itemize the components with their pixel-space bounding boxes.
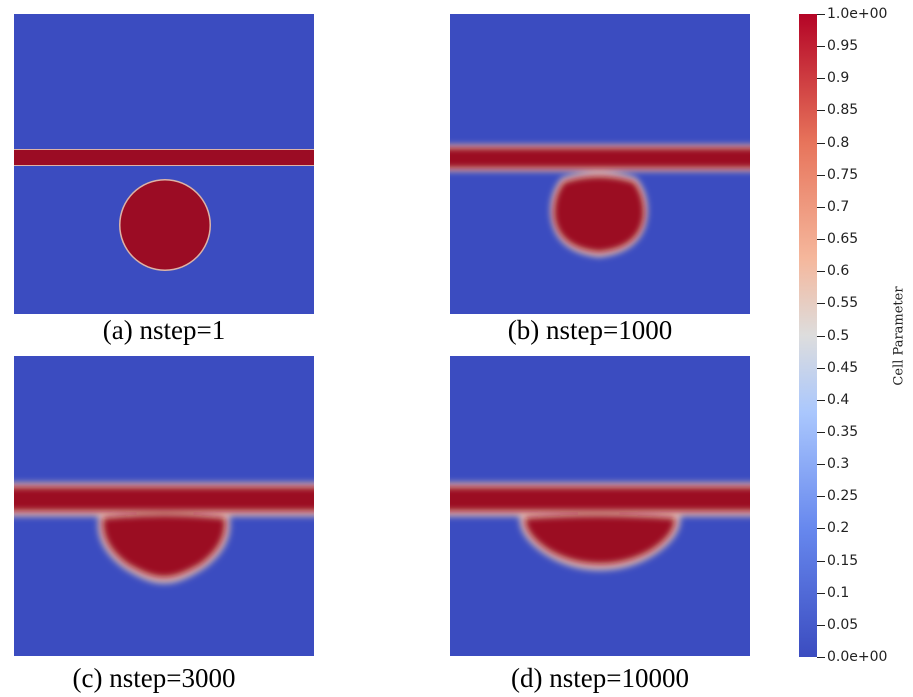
colorbar-tick [817, 528, 825, 529]
colorbar-tick-label: 0.6 [827, 263, 850, 279]
colorbar-tick-label: 0.5 [827, 328, 850, 344]
colorbar-tick-label: 0.45 [827, 360, 859, 376]
colorbar-tick-label: 0.15 [827, 553, 859, 569]
panel-d-field [450, 356, 750, 656]
panel-c [14, 356, 314, 656]
colorbar-tick-label: 0.35 [827, 424, 859, 440]
colorbar-tick [817, 271, 825, 272]
panel-b-field [450, 14, 750, 314]
colorbar-tick [817, 464, 825, 465]
panel-c-field [14, 356, 314, 656]
panel-a [14, 14, 314, 314]
colorbar-tick-label: 0.05 [827, 617, 859, 633]
colorbar-tick-label: 1.0e+00 [827, 6, 888, 22]
colorbar-tick-label: 0.4 [827, 392, 850, 408]
colorbar-tick [817, 336, 825, 337]
panel-a-field [14, 14, 314, 314]
colorbar-tick-label: 0.2 [827, 520, 850, 536]
colorbar-tick-label: 0.85 [827, 102, 859, 118]
caption-b: (b) nstep=1000 [507, 315, 673, 345]
caption-c: (c) nstep=3000 [72, 663, 236, 693]
colorbar-tick-label: 0.8 [827, 135, 850, 151]
colorbar-gradient [799, 14, 817, 657]
colorbar-tick-label: 0.1 [827, 585, 850, 601]
colorbar-tick [817, 239, 825, 240]
panel-b [450, 14, 750, 314]
colorbar-tick [817, 175, 825, 176]
colorbar-tick [817, 143, 825, 144]
colorbar-tick [817, 561, 825, 562]
colorbar-tick-label: 0.55 [827, 295, 859, 311]
colorbar-tick [817, 625, 825, 626]
colorbar-tick-label: 0.75 [827, 167, 859, 183]
colorbar-tick [817, 368, 825, 369]
colorbar-tick-label: 0.65 [827, 231, 859, 247]
colorbar-tick [817, 78, 825, 79]
colorbar-tick [817, 14, 825, 15]
colorbar-tick-label: 0.0e+00 [827, 649, 888, 665]
colorbar-tick-label: 0.7 [827, 199, 850, 215]
colorbar-tick-label: 0.25 [827, 488, 859, 504]
caption-d: (d) nstep=10000 [511, 663, 689, 693]
colorbar-tick [817, 432, 825, 433]
colorbar-title: Cell Parameter [891, 286, 907, 386]
colorbar-tick [817, 46, 825, 47]
colorbar-tick [817, 207, 825, 208]
colorbar-tick [817, 303, 825, 304]
colorbar-tick-label: 0.3 [827, 456, 850, 472]
colorbar-tick-label: 0.95 [827, 38, 859, 54]
colorbar-tick-label: 0.9 [827, 70, 850, 86]
colorbar-tick [817, 593, 825, 594]
panel-d [450, 356, 750, 656]
colorbar-tick [817, 400, 825, 401]
colorbar-tick [817, 110, 825, 111]
colorbar-tick [817, 496, 825, 497]
caption-a: (a) nstep=1 [102, 315, 226, 345]
colorbar-tick [817, 657, 825, 658]
